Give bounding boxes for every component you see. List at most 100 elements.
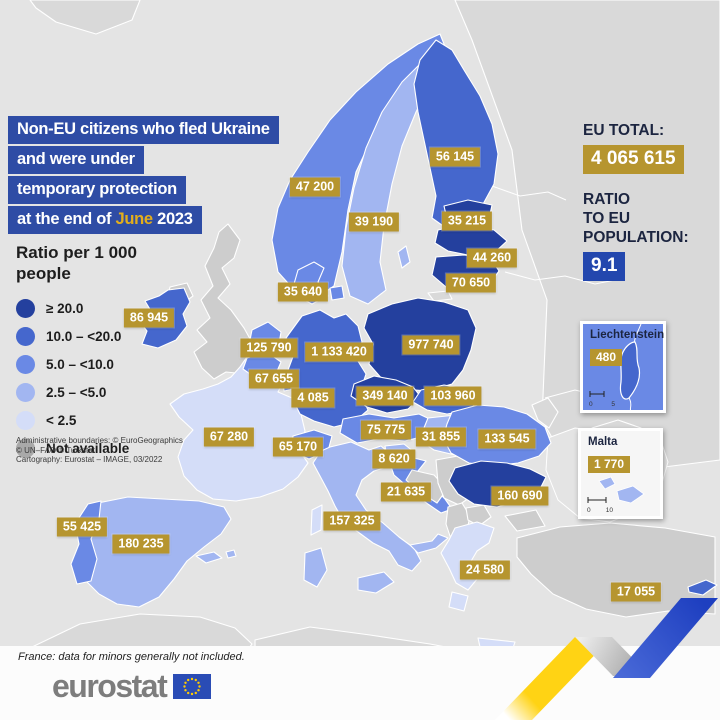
legend-item-1: 10.0 – <20.0 [16, 322, 137, 350]
legend-title-line1: Ratio per 1 000 [16, 243, 137, 262]
title-month-highlight: June [115, 210, 153, 228]
ratio-label-line1: RATIO [583, 191, 631, 208]
ratio-label-line3: POPULATION: [583, 229, 689, 246]
legend-color-swatch [16, 326, 35, 346]
inset-malta: Malta 1 770 0 10 [578, 428, 663, 519]
malta-shape-map [598, 476, 645, 504]
value-label-sweden: 39 190 [348, 212, 400, 232]
eu-flag-icon [173, 673, 212, 699]
ratio-block: RATIO TO EU POPULATION: 9.1 [583, 190, 715, 281]
legend-title-line2: people [16, 264, 71, 283]
value-label-germany: 1 133 420 [305, 342, 373, 362]
island-gozo [598, 476, 616, 490]
value-label-netherlands: 125 790 [240, 338, 298, 358]
malta-scalebar [587, 497, 607, 503]
inset-liechtenstein-value: 480 [590, 349, 623, 366]
value-label-latvia: 44 260 [466, 248, 518, 268]
country-cyprus [687, 579, 718, 596]
inset-malta-name: Malta [588, 436, 618, 448]
title-line-4: at the end of June 2023 [8, 206, 202, 234]
country-sweden [341, 55, 443, 305]
island-sicily [357, 571, 395, 594]
liechtenstein-scalebar [589, 391, 605, 397]
credits-line-2: © UN–FAO © Turkstat [16, 445, 95, 455]
legend-item-2: 5.0 – <10.0 [16, 350, 137, 378]
legend: Ratio per 1 000 people ≥ 20.0 10.0 – <20.… [16, 242, 137, 462]
value-label-spain: 180 235 [112, 534, 170, 554]
eu-total-label: EU TOTAL: [583, 122, 665, 139]
liechtenstein-scale-numbers: 0 5 [589, 401, 615, 408]
value-label-hungary: 31 855 [415, 427, 467, 447]
eurostat-logo-text: eurostat [52, 668, 168, 704]
malta-scale-numbers: 0 10 [587, 507, 613, 514]
island-gotland [397, 245, 411, 269]
country-north-macedonia [465, 504, 492, 527]
eu-total-value: 4 065 615 [583, 145, 684, 174]
title-line-4-suffix: 2023 [152, 210, 193, 228]
value-label-austria: 75 775 [360, 420, 412, 440]
value-label-lithuania: 70 650 [445, 273, 497, 293]
legend-item-label: 10.0 – <20.0 [46, 328, 122, 344]
ribbon-yellow-band [495, 637, 612, 720]
legend-color-swatch [16, 410, 35, 430]
footnote: France: data for minors generally not in… [18, 651, 245, 663]
legend-item-0: ≥ 20.0 [16, 294, 137, 322]
ratio-label-line2: TO EU [583, 210, 631, 227]
credits-line-3: Cartography: Eurostat – IMAGE, 03/2022 [16, 455, 163, 464]
value-label-italy: 157 325 [323, 511, 381, 531]
value-label-luxembourg: 4 085 [291, 388, 335, 408]
legend-item-label: 2.5 – <5.0 [46, 384, 107, 400]
value-label-romania: 133 545 [478, 429, 536, 449]
legend-color-swatch [16, 298, 35, 318]
value-label-norway: 47 200 [289, 177, 341, 197]
value-label-belgium: 67 655 [248, 369, 300, 389]
value-label-france: 67 280 [203, 427, 255, 447]
eurostat-logo: eurostat [52, 668, 212, 704]
scale-end: 10 [605, 507, 613, 514]
value-label-czechia: 349 140 [356, 386, 414, 406]
title-line-3: temporary protection [8, 176, 186, 204]
decorative-ribbon [495, 598, 718, 720]
title-line-4-prefix: at the end of [17, 210, 116, 228]
legend-item-label: 5.0 – <10.0 [46, 356, 114, 372]
legend-color-swatch [16, 438, 35, 458]
value-label-denmark: 35 640 [277, 282, 329, 302]
legend-items: ≥ 20.0 10.0 – <20.0 5.0 – <10.0 2.5 – <5.0 <… [16, 294, 137, 462]
scale-start: 0 [589, 401, 593, 408]
inset-liechtenstein-name: Liechtenstein [590, 329, 665, 341]
island-sardinia [303, 547, 328, 588]
value-label-portugal: 55 425 [56, 517, 108, 537]
legend-item-label: < 2.5 [46, 412, 77, 428]
value-label-poland: 977 740 [402, 335, 460, 355]
country-moldova [531, 397, 559, 429]
credits-line-1: Administrative boundaries: © EuroGeograp… [16, 436, 183, 445]
country-turkey-thrace [504, 509, 546, 532]
legend-item-label: Not available [46, 440, 130, 456]
title-line-1: Non-EU citizens who fled Ukraine [8, 116, 279, 144]
eu-stats-panel: EU TOTAL: 4 065 615 RATIO TO EU POPULATI… [583, 121, 715, 281]
island-malta [616, 485, 645, 504]
inset-malta-value: 1 770 [588, 456, 631, 473]
value-label-croatia: 21 635 [380, 482, 432, 502]
country-liechtenstein [619, 341, 641, 400]
value-label-greece: 24 580 [459, 560, 511, 580]
legend-color-swatch [16, 354, 35, 374]
legend-item-label: ≥ 20.0 [46, 300, 84, 316]
legend-title: Ratio per 1 000 people [16, 242, 137, 284]
value-label-slovakia: 103 960 [424, 386, 482, 406]
eu-stars [183, 677, 201, 695]
map-title: Non-EU citizens who fled Ukraine and wer… [8, 116, 279, 236]
country-iceland-tip [29, 0, 141, 35]
scale-start: 0 [587, 507, 591, 514]
value-label-cyprus: 17 055 [610, 582, 662, 602]
credits: Administrative boundaries: © EuroGeograp… [16, 436, 183, 465]
value-label-switzerland: 65 170 [272, 437, 324, 457]
country-turkey [516, 522, 716, 618]
country-italy-heel [409, 533, 449, 554]
legend-item-4: < 2.5 [16, 406, 137, 434]
ribbon-blue-band [613, 598, 718, 678]
value-label-estonia: 35 215 [441, 211, 493, 231]
scale-end: 5 [611, 401, 615, 408]
